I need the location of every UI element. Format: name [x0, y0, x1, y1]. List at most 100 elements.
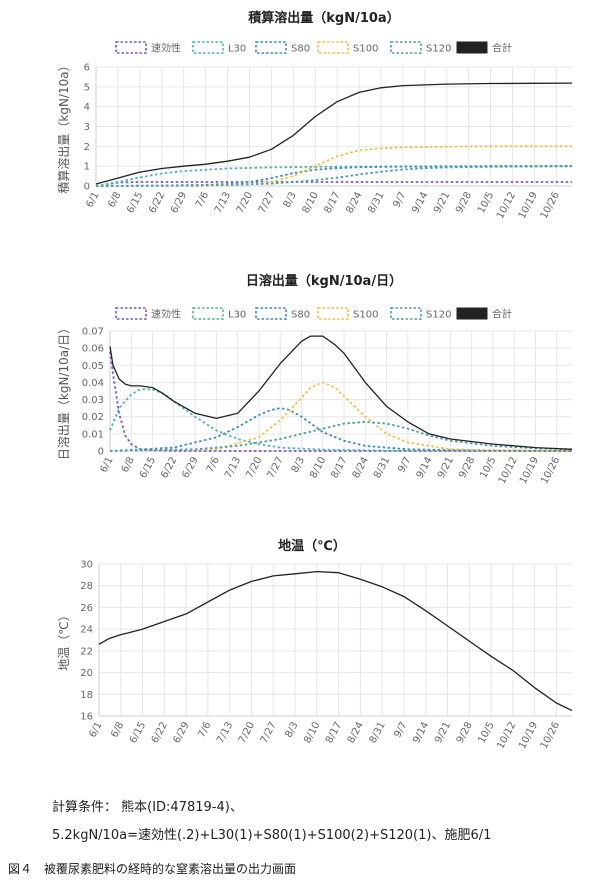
legend-swatch — [317, 307, 349, 320]
legend-item[interactable]: S100 — [317, 307, 378, 321]
legend-swatch — [115, 41, 147, 54]
legend-label: S80 — [291, 310, 310, 321]
legend-swatch — [456, 307, 488, 320]
x-tick-label: 6/8 — [106, 190, 123, 209]
x-tick-label: 7/20 — [237, 720, 257, 745]
legend-item[interactable]: L30 — [192, 307, 246, 321]
series-line-S100 — [95, 145, 572, 187]
legend-item[interactable]: S80 — [255, 307, 310, 321]
x-tick-label: 9/14 — [411, 720, 431, 745]
x-tick-label: 6/15 — [125, 190, 145, 215]
legend-item[interactable]: S120 — [390, 307, 451, 321]
legend-item[interactable]: 速効性 — [115, 41, 181, 55]
daily-chart-ylabel: 日溶出量（kgN/10a/日） — [56, 322, 71, 460]
y-tick-label: 0.01 — [82, 429, 104, 440]
x-tick-label: 9/7 — [391, 190, 408, 209]
x-tick-label: 6/29 — [169, 190, 189, 215]
x-tick-label: 8/17 — [323, 190, 343, 215]
x-tick-label: 8/31 — [366, 190, 386, 215]
series-line-合計 — [95, 82, 573, 185]
cumulative-chart-legend[interactable]: 速効性 L30 S80 S100 S120 合計 — [115, 41, 512, 55]
legend-swatch — [317, 41, 349, 54]
x-tick-label: 9/28 — [455, 720, 475, 745]
y-tick-label: 3 — [84, 122, 90, 133]
daily-chart: 日溶出量（kgN/10a/日） 速効性 L30 S80 S100 S120 合計 日溶出量… — [56, 273, 573, 486]
x-tick-label: 9/21 — [436, 455, 456, 480]
series-line-S120 — [95, 165, 573, 187]
x-tick-label: 6/8 — [120, 455, 137, 474]
soiltemp-chart-ylabel: 地温（℃） — [57, 609, 71, 670]
x-tick-label: 8/24 — [346, 720, 366, 745]
x-tick-label: 8/10 — [308, 455, 328, 480]
cumulative-chart-title: 積算溶出量（kgN/10a） — [247, 10, 399, 26]
x-tick-label: 8/3 — [282, 190, 299, 209]
x-tick-label: 10/26 — [539, 455, 562, 486]
x-tick-label: 8/10 — [301, 190, 321, 215]
legend-item[interactable]: 合計 — [456, 307, 512, 321]
x-tick-label: 8/31 — [368, 720, 388, 745]
x-tick-label: 10/26 — [539, 720, 562, 751]
x-tick-label: 10/19 — [517, 190, 540, 221]
series-line-速効性 — [109, 351, 572, 452]
legend-item[interactable]: L30 — [192, 41, 246, 55]
y-tick-label: 28 — [80, 581, 93, 592]
legend-item[interactable]: S80 — [255, 41, 310, 55]
y-tick-label: 0.07 — [82, 327, 104, 338]
x-tick-label: 7/6 — [205, 455, 222, 474]
x-tick-label: 9/7 — [396, 455, 413, 474]
x-tick-label: 8/3 — [283, 720, 300, 739]
y-tick-label: 0.02 — [82, 412, 104, 423]
series-line-L30 — [95, 165, 572, 187]
x-tick-label: 6/29 — [180, 455, 200, 480]
x-tick-label: 7/13 — [215, 720, 235, 745]
legend-item[interactable]: 合計 — [456, 41, 512, 55]
x-tick-label: 9/14 — [415, 455, 435, 480]
legend-item[interactable]: S100 — [317, 41, 378, 55]
x-tick-label: 6/8 — [109, 720, 126, 739]
x-tick-label: 10/12 — [495, 720, 518, 751]
x-tick-label: 7/27 — [266, 455, 286, 480]
x-tick-label: 6/15 — [128, 720, 148, 745]
y-tick-label: 4 — [84, 102, 90, 113]
y-tick-label: 18 — [80, 690, 93, 701]
calculation-conditions: 計算条件： 熊本(ID:47819-4)、 5.2kgN/10a=速効性(.2)… — [52, 794, 491, 850]
legend-label: S100 — [353, 310, 378, 321]
y-tick-label: 0.05 — [82, 361, 104, 372]
x-tick-label: 8/24 — [344, 190, 364, 215]
series-line-S80 — [109, 407, 573, 452]
legend-item[interactable]: S120 — [390, 41, 451, 55]
y-tick-label: 0.04 — [82, 378, 104, 389]
x-tick-label: 10/5 — [476, 720, 496, 745]
daily-chart-title: 日溶出量（kgN/10a/日） — [246, 273, 402, 289]
y-tick-label: 0.03 — [82, 395, 104, 406]
x-tick-label: 9/21 — [432, 190, 452, 215]
y-tick-label: 6 — [84, 63, 90, 74]
legend-label: 合計 — [492, 308, 512, 321]
x-tick-label: 10/5 — [478, 455, 498, 480]
x-tick-label: 7/20 — [235, 190, 255, 215]
x-tick-label: 9/21 — [433, 720, 453, 745]
legend-item[interactable]: 速効性 — [115, 307, 181, 321]
x-tick-label: 7/13 — [213, 190, 233, 215]
x-tick-label: 9/14 — [410, 190, 430, 215]
series-line — [98, 570, 573, 712]
legend-label: S100 — [353, 44, 378, 55]
x-tick-label: 7/6 — [196, 720, 213, 739]
legend-swatch — [192, 307, 224, 320]
x-tick-label: 7/13 — [223, 455, 243, 480]
series-line-合計 — [109, 335, 573, 450]
cumulative-chart-ylabel: 積算溶出量（kgN/10a） — [56, 59, 71, 193]
legend-label: L30 — [228, 310, 246, 321]
x-tick-label: 7/27 — [259, 720, 279, 745]
daily-chart-legend[interactable]: 速効性 L30 S80 S100 S120 合計 — [115, 307, 512, 321]
y-tick-label: 30 — [80, 560, 93, 571]
legend-label: S120 — [426, 310, 451, 321]
x-tick-label: 8/17 — [329, 455, 349, 480]
x-tick-label: 10/26 — [539, 190, 562, 221]
series-line-S80 — [95, 165, 572, 187]
x-tick-label: 8/31 — [372, 455, 392, 480]
y-tick-label: 0 — [98, 447, 104, 458]
x-tick-label: 10/19 — [517, 720, 540, 751]
